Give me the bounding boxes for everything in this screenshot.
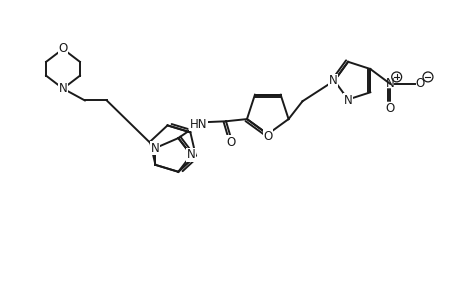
Text: N: N <box>328 74 337 87</box>
Text: N: N <box>385 77 394 90</box>
Text: O: O <box>58 42 67 56</box>
Text: N: N <box>58 82 67 95</box>
Text: N: N <box>343 94 352 107</box>
Text: O: O <box>385 102 394 115</box>
Text: O: O <box>226 136 235 148</box>
Text: O: O <box>414 77 424 90</box>
Text: HN: HN <box>189 118 207 131</box>
Text: N: N <box>186 148 195 161</box>
Text: N: N <box>151 142 159 154</box>
Text: O: O <box>263 130 272 142</box>
